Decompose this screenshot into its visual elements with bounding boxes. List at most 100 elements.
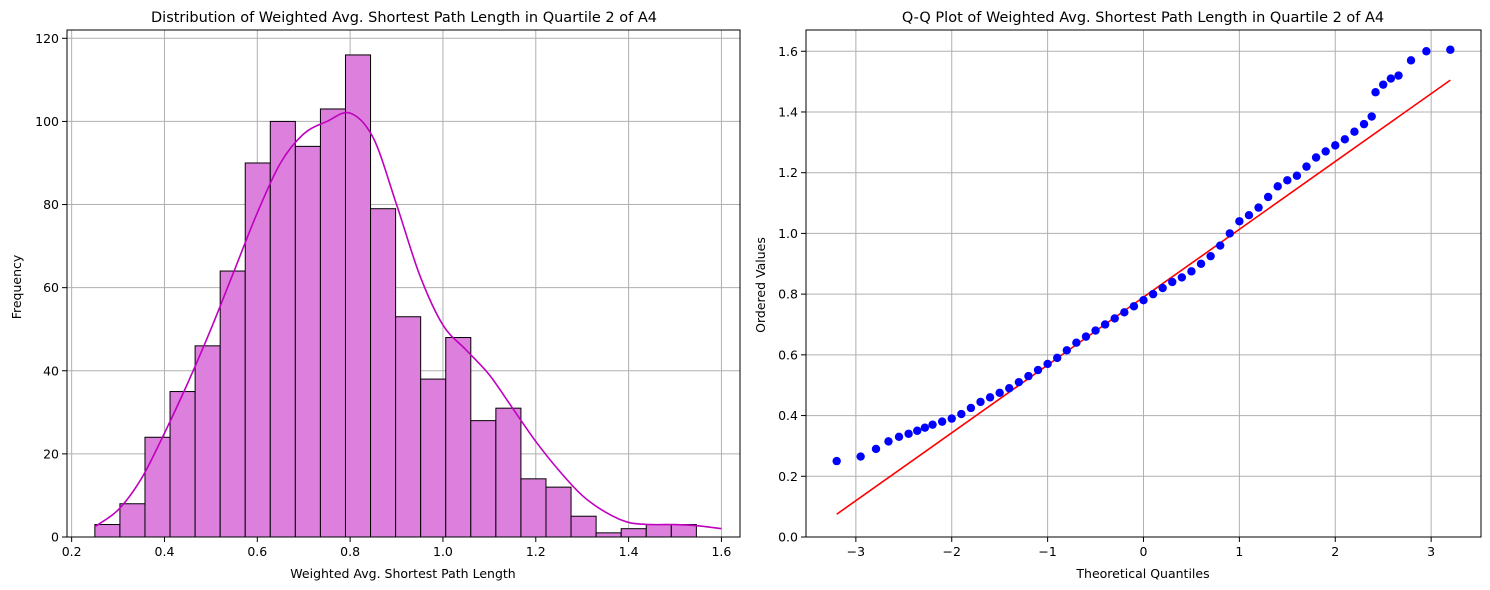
histogram-x-axis-label: Weighted Avg. Shortest Path Length <box>290 566 515 581</box>
qq-point <box>1100 320 1110 329</box>
qq-points <box>832 45 1455 466</box>
qq-point <box>947 414 956 423</box>
qq-point <box>1254 203 1263 212</box>
qq-point <box>1371 88 1380 97</box>
qq-point <box>1340 135 1350 144</box>
qq-point <box>957 409 966 419</box>
histogram-title: Distribution of Weighted Avg. Shortest P… <box>151 10 657 26</box>
qq-point <box>1359 119 1369 129</box>
histogram-x-tick-label: 1.0 <box>433 544 453 559</box>
qq-point <box>985 393 995 402</box>
histogram-bar <box>520 478 547 538</box>
qq-x-tick-label: 0 <box>1140 544 1148 559</box>
qq-plot-title: Q-Q Plot of Weighted Avg. Shortest Path … <box>902 10 1384 26</box>
qq-point <box>1321 147 1330 156</box>
histogram-bar <box>470 420 497 538</box>
qq-point <box>1129 302 1139 311</box>
histogram-bar <box>370 208 397 538</box>
qq-point <box>1014 377 1024 387</box>
histogram-x-tick-label: 1.6 <box>711 544 731 559</box>
qq-point <box>1139 295 1148 305</box>
qq-point <box>920 423 930 432</box>
qq-point <box>1187 267 1196 276</box>
histogram-y-tick-label: 80 <box>43 197 59 212</box>
qq-y-tick-label: 1.0 <box>778 226 798 241</box>
histogram-x-tick-label: 0.8 <box>340 544 360 559</box>
qq-point <box>937 417 947 426</box>
qq-point <box>1422 47 1431 56</box>
qq-y-tick-label: 1.6 <box>778 44 798 59</box>
qq-point <box>1005 384 1014 393</box>
qq-point <box>966 403 976 413</box>
qq-point <box>1235 217 1244 226</box>
qq-point <box>1379 80 1388 89</box>
histogram-bar <box>94 524 121 538</box>
qq-point <box>1091 326 1100 335</box>
qq-y-ticks: 0.0 0.2 0.4 0.6 0.8 1.0 1.2 1.4 1.6 <box>778 44 806 545</box>
histogram-bar <box>545 486 572 538</box>
qq-point <box>1158 283 1167 293</box>
qq-point <box>1033 365 1043 375</box>
histogram-bar <box>219 270 246 538</box>
qq-point <box>913 426 922 435</box>
histogram-bar <box>244 162 271 538</box>
qq-point <box>1273 182 1282 191</box>
histogram-bar <box>194 345 221 538</box>
qq-point <box>1024 371 1033 381</box>
qq-point <box>884 437 893 446</box>
histogram-y-tick-label: 120 <box>35 31 59 46</box>
qq-point <box>1148 289 1158 299</box>
qq-point <box>904 429 913 438</box>
qq-point <box>894 432 904 442</box>
qq-point <box>1331 141 1340 150</box>
qq-point <box>1062 346 1071 355</box>
histogram-bar <box>294 145 321 538</box>
histogram-bar <box>620 528 647 538</box>
histogram-bar <box>645 524 672 538</box>
histogram-x-tick-label: 0.6 <box>247 544 267 559</box>
histogram-panel: Distribution of Weighted Avg. Shortest P… <box>9 10 741 581</box>
histogram-y-tick-label: 60 <box>43 280 59 295</box>
histogram-plot-frame <box>66 29 741 538</box>
qq-point <box>1367 112 1376 121</box>
qq-point <box>1196 259 1206 268</box>
qq-point <box>1206 251 1215 261</box>
qq-y-tick-label: 0.2 <box>778 469 798 484</box>
qq-point <box>1386 74 1396 83</box>
histogram-y-axis-label: Frequency <box>9 254 24 319</box>
histogram-bar <box>169 391 196 538</box>
qq-point <box>1216 241 1225 250</box>
histogram-grid <box>67 30 740 538</box>
qq-point <box>1120 308 1129 317</box>
qq-point <box>1283 176 1292 185</box>
qq-point <box>1081 332 1091 341</box>
histogram-y-tick-label: 0 <box>51 530 59 545</box>
qq-point <box>1350 127 1359 136</box>
qq-point <box>1406 56 1416 65</box>
qq-x-axis-label: Theoretical Quantiles <box>1075 566 1209 581</box>
qq-point <box>1244 210 1254 220</box>
qq-point <box>1302 162 1311 171</box>
qq-point <box>832 456 841 466</box>
qq-point <box>1263 192 1273 202</box>
qq-point <box>1072 338 1081 347</box>
qq-y-tick-label: 0.8 <box>778 287 798 302</box>
histogram-bar <box>445 337 472 538</box>
qq-point <box>1292 171 1302 180</box>
qq-x-tick-label: 3 <box>1427 544 1435 559</box>
qq-point <box>1446 45 1455 54</box>
histogram-bar <box>570 515 597 538</box>
histogram-x-ticks: 0.2 0.4 0.6 0.8 1.0 1.2 1.4 1.6 <box>62 537 731 559</box>
qq-y-tick-label: 0.0 <box>778 530 798 545</box>
histogram-x-tick-label: 1.4 <box>619 544 639 559</box>
histogram-x-tick-label: 1.2 <box>526 544 546 559</box>
histogram-bar <box>595 532 622 538</box>
histogram-y-tick-label: 100 <box>35 114 59 129</box>
qq-point <box>1177 273 1187 282</box>
qq-x-tick-label: 1 <box>1235 544 1243 559</box>
qq-x-tick-label: −2 <box>943 544 961 559</box>
qq-point <box>1168 277 1177 287</box>
qq-x-ticks: −3 −2 −1 0 1 2 3 <box>847 537 1435 559</box>
histogram-kde <box>94 111 722 530</box>
